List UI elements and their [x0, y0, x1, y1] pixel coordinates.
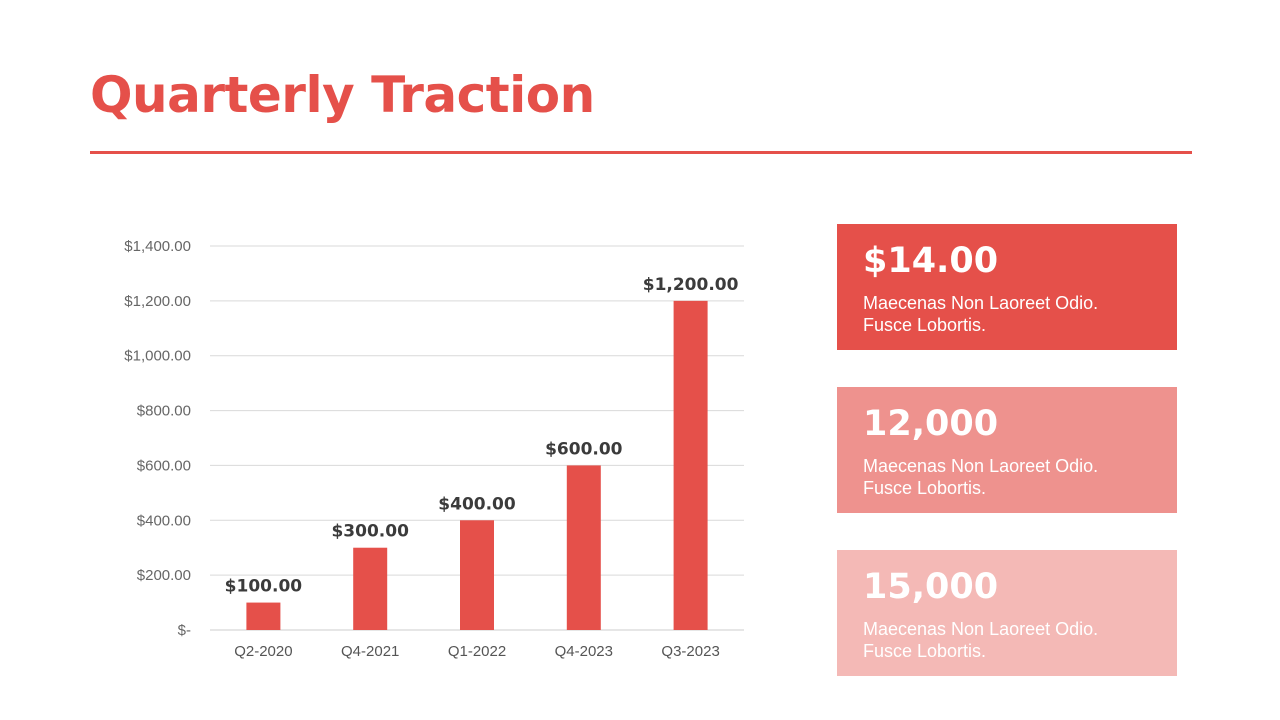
y-tick-label: $600.00: [137, 457, 191, 474]
stat-description-line: Maecenas Non Laoreet Odio.: [863, 293, 1099, 313]
y-tick-label: $800.00: [137, 403, 191, 420]
title-divider: [90, 151, 1192, 154]
stat-description-line: Fusce Lobortis.: [863, 478, 987, 498]
stat-card-2: 12,000 Maecenas Non Laoreet Odio. Fusce …: [837, 387, 1177, 513]
x-tick-label: Q2-2020: [234, 643, 292, 660]
bar: [353, 547, 388, 630]
page-title: Quarterly Traction: [90, 66, 595, 124]
stat-value: 15,000: [863, 567, 999, 607]
stat-description-line: Maecenas Non Laoreet Odio.: [863, 456, 1099, 476]
chart-canvas: $- $200.00 $400.00 $600.00 $800.00 $1,000.00 $…: [124, 238, 744, 660]
stat-value: $14.00: [863, 241, 999, 281]
bar-data-label: $600.00: [545, 439, 623, 459]
bar: [566, 465, 601, 630]
y-tick-label: $1,400.00: [124, 238, 191, 255]
y-tick-label: $1,000.00: [124, 348, 191, 365]
bar-data-label: $300.00: [331, 522, 409, 542]
bar-data-label: $400.00: [438, 494, 516, 514]
y-tick-label: $200.00: [137, 567, 191, 584]
stat-description: Maecenas Non Laoreet Odio. Fusce Loborti…: [863, 292, 1151, 336]
bar: [673, 300, 708, 630]
stat-description: Maecenas Non Laoreet Odio. Fusce Loborti…: [863, 618, 1151, 662]
y-tick-label: $-: [178, 622, 191, 639]
traction-bar-chart: $- $200.00 $400.00 $600.00 $800.00 $1,000.00 $…: [100, 225, 760, 675]
x-tick-label: Q4-2021: [341, 643, 399, 660]
stat-value: 12,000: [863, 404, 999, 444]
bar: [460, 520, 494, 630]
stat-card-3: 15,000 Maecenas Non Laoreet Odio. Fusce …: [837, 550, 1177, 676]
stat-description: Maecenas Non Laoreet Odio. Fusce Loborti…: [863, 455, 1151, 499]
stat-description-line: Maecenas Non Laoreet Odio.: [863, 619, 1099, 639]
stat-description-line: Fusce Lobortis.: [863, 315, 987, 335]
x-tick-label: Q3-2023: [661, 643, 719, 660]
stat-card-1: $14.00 Maecenas Non Laoreet Odio. Fusce …: [837, 224, 1177, 350]
bar-data-label: $1,200.00: [643, 275, 739, 295]
bar-data-label: $100.00: [225, 577, 303, 597]
x-tick-label: Q1-2022: [448, 643, 506, 660]
x-tick-label: Q4-2023: [555, 643, 613, 660]
stat-description-line: Fusce Lobortis.: [863, 641, 987, 661]
y-tick-label: $1,200.00: [124, 293, 191, 310]
bar: [246, 602, 281, 630]
y-tick-label: $400.00: [137, 512, 191, 529]
